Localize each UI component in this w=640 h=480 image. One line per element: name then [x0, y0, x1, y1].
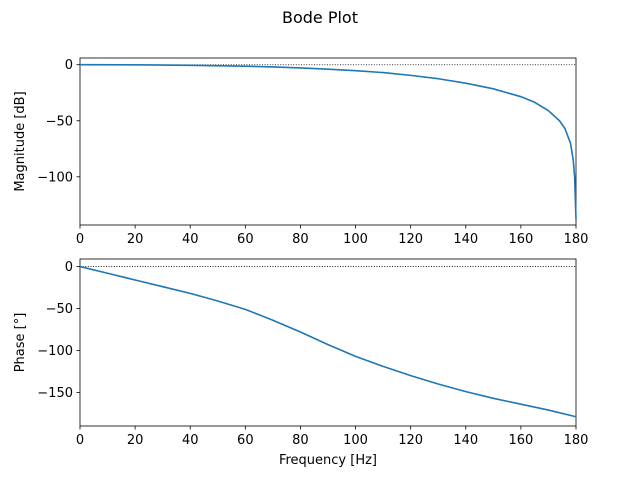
figure-title: Bode Plot [282, 8, 358, 27]
y-tick-label: −100 [37, 170, 73, 185]
x-tick-label: 180 [564, 433, 589, 448]
x-tick-label: 140 [453, 433, 478, 448]
x-tick-label: 20 [127, 232, 144, 247]
y-tick-label: −50 [46, 302, 73, 317]
x-tick-label: 20 [127, 433, 144, 448]
magnitude-plot-frame [79, 57, 577, 226]
x-tick-label: 40 [182, 433, 199, 448]
y-tick-label: −150 [37, 386, 73, 401]
y-tick-label: −100 [37, 344, 73, 359]
x-tick-label: 140 [453, 232, 478, 247]
phase-y-axis-label: Phase [°] [13, 313, 28, 373]
y-tick-label: −50 [46, 114, 73, 129]
x-tick-label: 180 [564, 232, 589, 247]
magnitude-axes: 0 20 40 60 80 100 120 140 160 180 0 −50 −100 Magnitud… [13, 57, 589, 247]
x-tick-label: 100 [343, 232, 368, 247]
x-tick-label: 0 [76, 433, 84, 448]
x-tick-label: 120 [398, 433, 423, 448]
phase-axes: 0 20 40 60 80 100 120 140 160 180 0 −50 −100 −150 Phas… [13, 258, 589, 468]
magnitude-y-axis-label: Magnitude [dB] [13, 91, 28, 191]
x-tick-label: 0 [76, 232, 84, 247]
y-tick-label: 0 [65, 260, 73, 275]
x-tick-label: 60 [237, 232, 254, 247]
y-tick-label: 0 [65, 58, 73, 73]
phase-response-line [79, 265, 577, 418]
phase-x-axis-label: Frequency [Hz] [279, 453, 377, 468]
magnitude-response-line [79, 63, 577, 220]
x-tick-label: 80 [292, 433, 309, 448]
x-tick-label: 80 [292, 232, 309, 247]
x-tick-label: 160 [508, 433, 533, 448]
x-tick-label: 120 [398, 232, 423, 247]
x-tick-label: 40 [182, 232, 199, 247]
x-tick-label: 100 [343, 433, 368, 448]
x-tick-label: 60 [237, 433, 254, 448]
x-tick-label: 160 [508, 232, 533, 247]
phase-plot-frame [79, 258, 577, 427]
